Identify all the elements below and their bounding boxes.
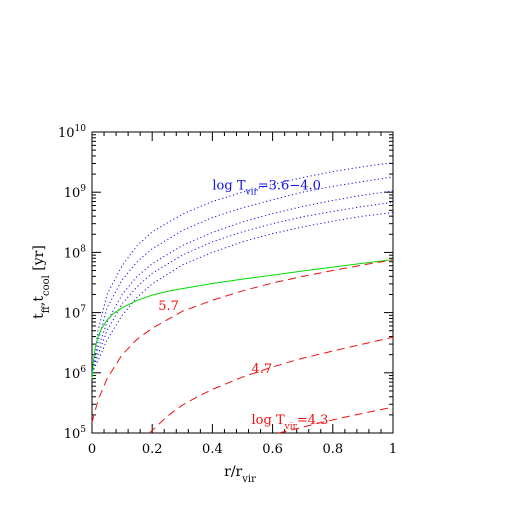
y-axis-label: tff,tcool [yr] — [31, 245, 52, 319]
label-text: ,t — [31, 296, 47, 306]
y-axis-label-subscript: cool — [41, 275, 52, 296]
y-tick-base: 10 — [64, 246, 81, 261]
x-axis-label: r/rvir — [224, 464, 256, 485]
x-tick-label: 0.2 — [142, 442, 163, 457]
y-tick-exponent: 8 — [80, 244, 86, 254]
series-line-9-red-dashed — [278, 406, 394, 434]
y-tick-exponent: 5 — [80, 425, 86, 435]
series-line-6-green-solid — [91, 259, 394, 379]
x-tick-label: 0.8 — [322, 442, 343, 457]
label-text: log T — [212, 179, 245, 194]
y-tick-label: 106 — [64, 365, 87, 382]
series-line-5-blue-dotted — [91, 212, 394, 374]
y-tick-label: 107 — [64, 305, 87, 322]
curve-annotation-2: 5.7 — [158, 299, 179, 314]
x-tick-label: 0.4 — [202, 442, 223, 457]
label-text: [yr] — [31, 245, 47, 275]
series-line-8-red-dashed — [148, 336, 394, 434]
x-axis-label-subscript: vir — [241, 474, 256, 485]
label-text: 4.7 — [252, 362, 273, 377]
y-tick-label: 105 — [64, 425, 87, 442]
series-line-3-blue-dotted — [91, 190, 394, 373]
annotation-subscript: vir — [245, 188, 259, 198]
x-axis-label-main: r/r — [224, 464, 242, 480]
series-line-4-blue-dotted — [91, 201, 394, 373]
axis-labels: r/rvir tff,tcool [yr] — [31, 245, 256, 484]
y-tick-label: 109 — [64, 184, 87, 201]
label-text: log T — [252, 413, 285, 428]
x-tick-label: 1 — [389, 442, 397, 457]
label-text: =3.6−4.0 — [258, 179, 321, 194]
series-line-2-blue-dotted — [91, 176, 394, 373]
y-tick-exponent: 10 — [75, 124, 87, 134]
y-tick-label: 108 — [64, 244, 87, 261]
y-tick-base: 10 — [64, 367, 81, 382]
series-line-1-blue-dotted — [91, 162, 394, 373]
series-group — [91, 162, 394, 434]
curve-annotation-1: log Tvir=3.6−4.0 — [212, 179, 321, 198]
curve-annotation-4: log Tvir=4.3 — [252, 413, 329, 432]
y-tick-exponent: 9 — [80, 184, 86, 194]
label-text: t — [31, 313, 47, 319]
x-tick-label: 0.6 — [262, 442, 283, 457]
y-tick-exponent: 7 — [80, 305, 86, 315]
y-tick-exponent: 6 — [80, 365, 86, 375]
y-tick-base: 10 — [64, 186, 81, 201]
x-tick-label: 0 — [88, 442, 96, 457]
label-text: =4.3 — [297, 413, 329, 428]
y-tick-base: 10 — [64, 307, 81, 322]
annotation-subscript: vir — [284, 422, 298, 432]
plot-frame — [91, 131, 394, 434]
y-tick-label: 1010 — [58, 124, 86, 141]
series-line-7-red-dashed — [91, 259, 394, 423]
y-tick-base: 10 — [64, 427, 81, 442]
y-tick-base: 10 — [58, 126, 75, 141]
label-text: 5.7 — [158, 299, 179, 314]
curve-annotation-3: 4.7 — [252, 362, 273, 377]
y-axis-label-subscript: ff — [41, 305, 52, 313]
